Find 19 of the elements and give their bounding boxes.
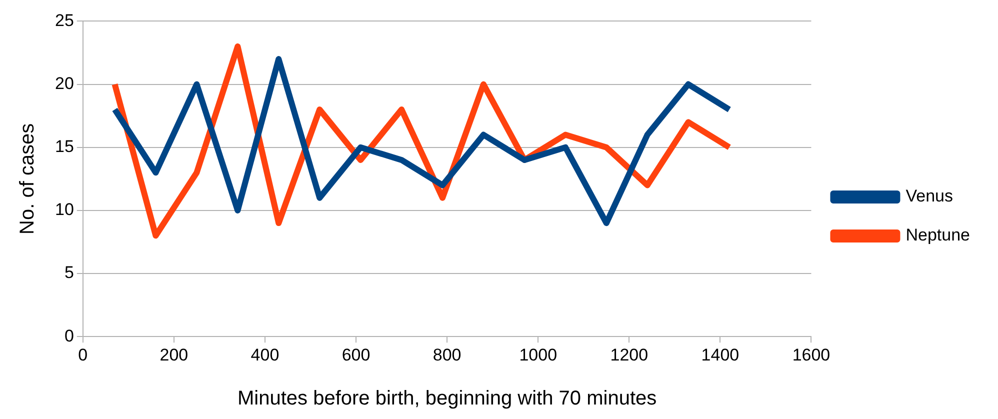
- x-tick-label: 1400: [701, 345, 740, 364]
- legend-label: Neptune: [906, 226, 970, 245]
- y-tick-label: 0: [64, 326, 74, 346]
- x-tick-label: 400: [250, 345, 280, 364]
- x-tick-label: 1600: [792, 345, 830, 364]
- x-tick-label: 800: [432, 345, 462, 364]
- x-tick-label: 1200: [610, 345, 648, 364]
- x-tick-label: 1000: [519, 345, 558, 364]
- x-axis-title: Minutes before birth, beginning with 70 minutes: [238, 388, 657, 410]
- x-tick-label: 200: [160, 345, 188, 364]
- y-tick-label: 5: [64, 263, 74, 282]
- legend-label: Venus: [906, 186, 953, 206]
- y-axis-title: No. of cases: [16, 123, 39, 234]
- x-tick-label: 600: [342, 345, 370, 364]
- y-tick-label: 20: [54, 74, 74, 93]
- y-tick-label: 10: [54, 200, 74, 220]
- y-tick-label: 25: [54, 10, 74, 30]
- x-tick-label: 0: [78, 345, 88, 364]
- y-tick-label: 15: [54, 137, 74, 156]
